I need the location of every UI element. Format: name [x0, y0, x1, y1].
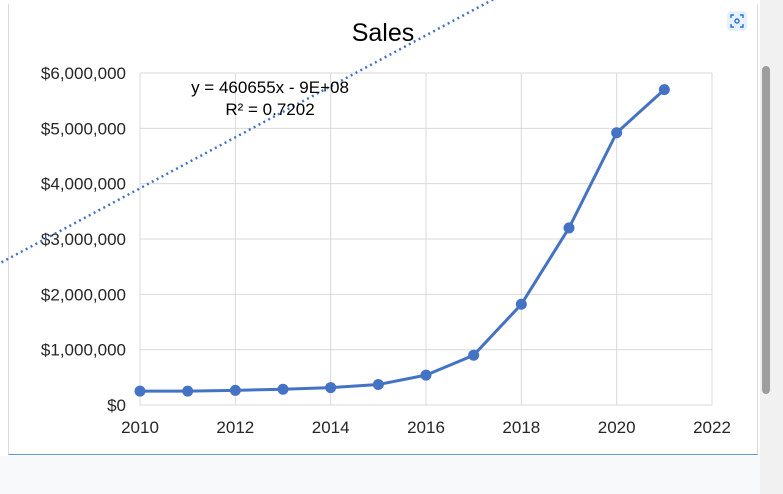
- series-sales: [134, 84, 670, 397]
- series-line: [140, 88, 666, 393]
- x-axis-ticks: 2010 2012 2014 2016 2018 2020 2022: [121, 418, 731, 437]
- screenshot-icon: [730, 14, 744, 28]
- y-tick-label: $2,000,000: [41, 285, 126, 304]
- trendline-r-squared: R² = 0.7202: [225, 100, 314, 119]
- data-point: [468, 349, 480, 361]
- data-point: [420, 369, 432, 381]
- chart-title: Sales: [352, 19, 415, 47]
- data-point: [515, 298, 527, 310]
- trendline-equation: y = 460655x - 9E+08: [191, 78, 349, 97]
- x-tick-label: 2016: [407, 418, 445, 437]
- y-tick-label: $3,000,000: [41, 230, 126, 249]
- page-background: [0, 456, 783, 494]
- data-point: [277, 383, 289, 395]
- data-point: [658, 84, 670, 96]
- data-point: [563, 222, 575, 234]
- y-tick-label: $6,000,000: [41, 64, 126, 83]
- data-point: [134, 385, 146, 397]
- scrollbar-thumb[interactable]: [762, 66, 770, 394]
- y-tick-label: $5,000,000: [41, 119, 126, 138]
- screenshot-button[interactable]: [727, 11, 747, 31]
- x-tick-label: 2020: [598, 418, 636, 437]
- data-point: [372, 379, 384, 391]
- x-tick-label: 2018: [502, 418, 540, 437]
- data-point: [611, 127, 623, 139]
- chart-card: [8, 4, 758, 455]
- x-tick-label: 2022: [693, 418, 731, 437]
- y-axis-ticks: $0 $1,000,000 $2,000,000 $3,000,000 $4,000,0…: [41, 64, 126, 415]
- data-point: [182, 385, 194, 397]
- x-tick-label: 2012: [216, 418, 254, 437]
- data-point: [229, 384, 241, 396]
- data-point: [325, 382, 337, 394]
- x-tick-label: 2014: [312, 418, 350, 437]
- y-tick-label: $0: [107, 396, 126, 415]
- x-tick-label: 2010: [121, 418, 159, 437]
- y-tick-label: $4,000,000: [41, 175, 126, 194]
- y-tick-label: $1,000,000: [41, 341, 126, 360]
